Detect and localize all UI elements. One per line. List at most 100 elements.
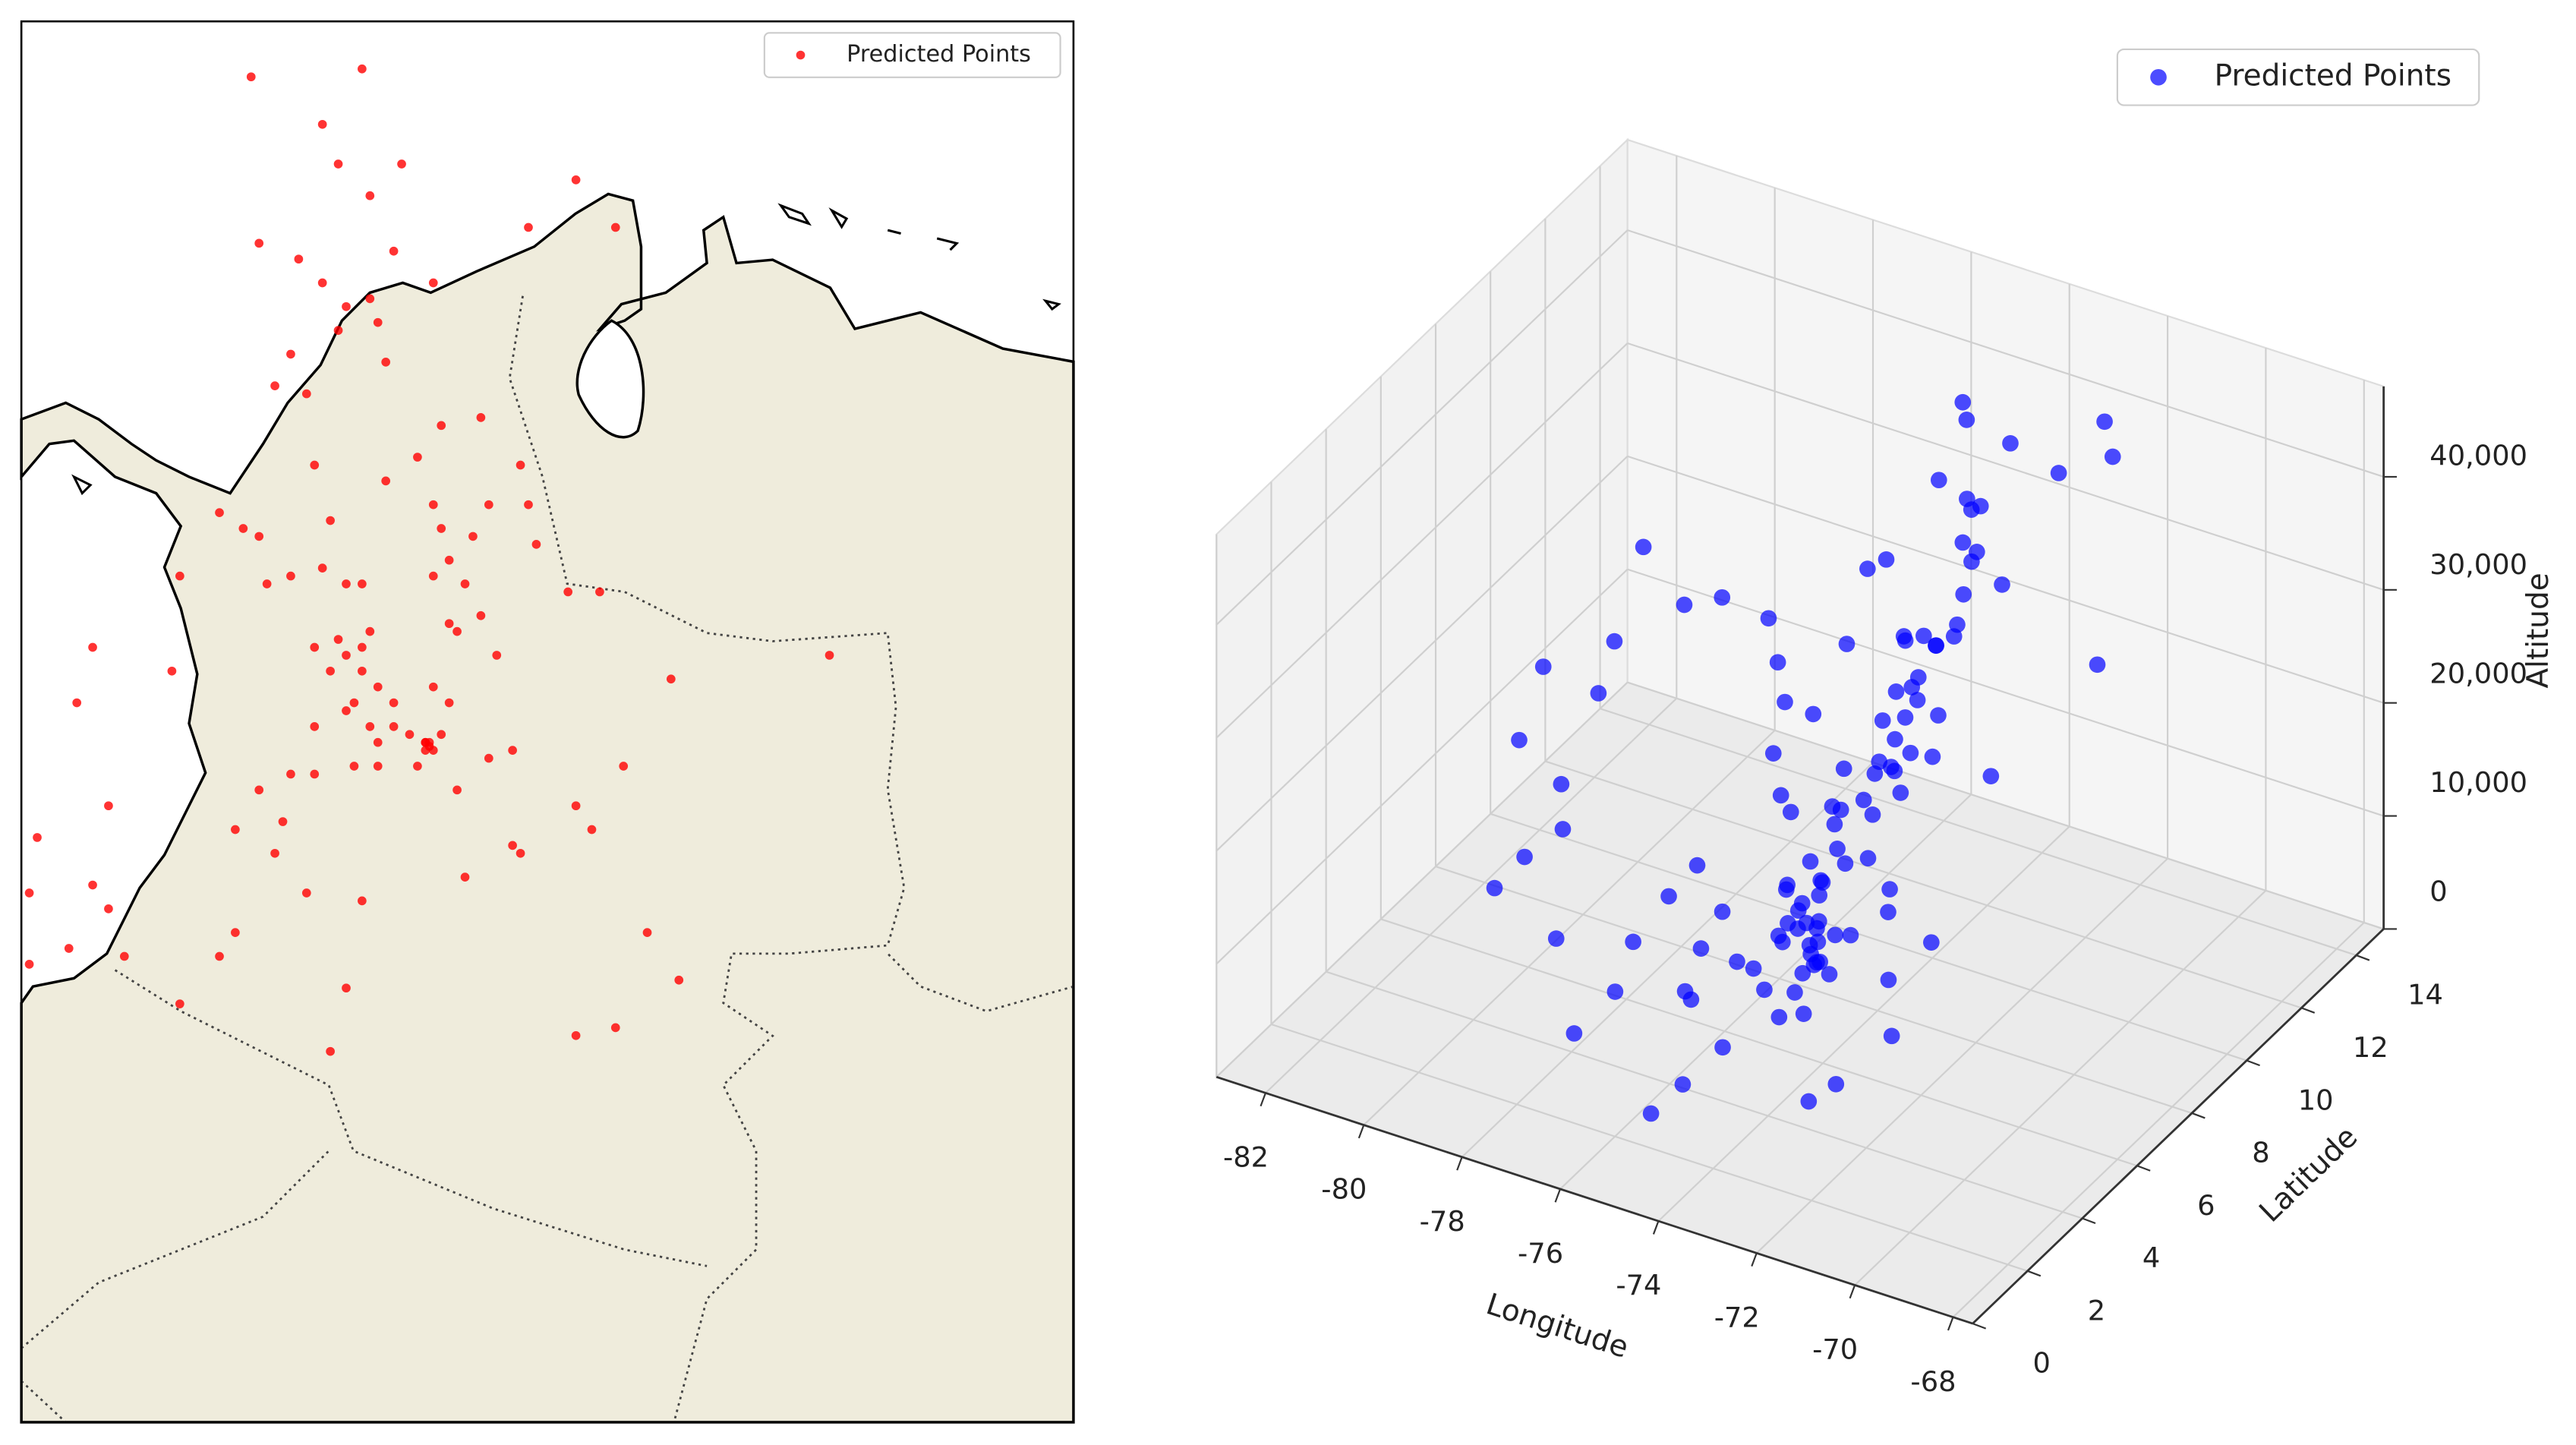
map-point — [254, 238, 264, 248]
map-point — [231, 928, 240, 937]
y-tick-label: 6 — [2197, 1189, 2215, 1222]
map-point — [389, 246, 399, 256]
point — [1554, 821, 1572, 838]
map-point — [373, 737, 383, 747]
map-point — [373, 317, 383, 327]
point — [2050, 465, 2067, 481]
point — [1930, 472, 1947, 489]
point — [1859, 850, 1877, 867]
map-point — [270, 381, 279, 390]
map-point — [524, 500, 533, 510]
map-point — [365, 626, 375, 636]
point — [1676, 596, 1693, 614]
x-tick — [1849, 1285, 1856, 1299]
map-point — [24, 960, 34, 969]
point — [1829, 841, 1846, 857]
map-point — [373, 682, 383, 692]
x-tick — [1652, 1220, 1660, 1235]
point — [1866, 765, 1884, 782]
map-point — [476, 610, 486, 620]
map-point — [119, 951, 129, 961]
y-tick — [1972, 1323, 1987, 1330]
point — [1811, 887, 1828, 904]
map-point — [301, 888, 311, 898]
y-tick-label: 10 — [2298, 1084, 2334, 1116]
point — [1800, 1093, 1818, 1110]
point — [1590, 685, 1607, 702]
z-tick-label: 0 — [2429, 875, 2447, 907]
map-point — [389, 698, 399, 708]
map-point — [476, 413, 486, 422]
map-point — [424, 737, 434, 747]
map-point — [333, 159, 343, 169]
point — [1635, 538, 1652, 556]
map-point — [389, 721, 399, 731]
map-point — [342, 706, 351, 715]
point — [1782, 803, 1799, 821]
point — [1777, 693, 1793, 711]
map-point — [413, 453, 422, 462]
map-point — [88, 880, 97, 890]
point — [1838, 636, 1856, 652]
map-point — [104, 904, 113, 913]
map-point — [246, 72, 256, 82]
map-point — [317, 563, 327, 573]
x-tick — [1947, 1317, 1954, 1331]
point — [1881, 881, 1898, 898]
map-point — [674, 975, 684, 985]
legend-box — [2116, 48, 2480, 106]
x-tick — [1456, 1156, 1463, 1171]
y-axis-line — [1972, 928, 2385, 1325]
grid-line — [1657, 825, 2070, 1222]
z-axis-label: Altitude — [2521, 573, 2556, 688]
borders — [20, 295, 1074, 1424]
map-point — [342, 651, 351, 660]
map-point — [215, 951, 224, 961]
map-point — [310, 769, 320, 779]
point — [1606, 983, 1624, 1000]
legend-box — [763, 32, 1061, 78]
point — [1902, 744, 1919, 762]
point — [1793, 894, 1811, 912]
point — [1855, 791, 1872, 809]
point — [1949, 616, 1966, 633]
map-point — [610, 1023, 620, 1033]
map-point — [342, 983, 351, 993]
point — [1909, 669, 1927, 686]
z-tick-label: 10,000 — [2429, 766, 2527, 799]
map-point — [317, 119, 327, 129]
map-point — [437, 730, 446, 740]
map-point — [508, 746, 517, 755]
z-tick-label: 20,000 — [2429, 657, 2527, 689]
map-point — [254, 532, 264, 541]
map-point — [326, 666, 335, 676]
point — [1534, 658, 1552, 675]
grid-line — [1271, 1023, 2028, 1272]
x-tick — [1260, 1093, 1267, 1107]
legend-marker — [2150, 68, 2167, 86]
point — [1769, 654, 1786, 671]
point — [1930, 707, 1947, 724]
x-tick-label: -74 — [1616, 1269, 1661, 1301]
map-point — [286, 571, 295, 581]
point — [1972, 497, 1989, 515]
map-point — [310, 642, 320, 652]
grid-line — [1215, 342, 1629, 739]
map-point — [428, 571, 438, 581]
point — [1827, 926, 1844, 944]
map-point — [381, 476, 391, 486]
point — [1832, 801, 1849, 819]
map-point — [468, 532, 478, 541]
x-tick-label: -68 — [1910, 1365, 1956, 1398]
y-tick — [2301, 1007, 2316, 1014]
grid-line — [1545, 760, 2302, 1009]
point — [1821, 966, 1838, 983]
map-point — [492, 651, 502, 660]
point — [1553, 775, 1570, 793]
map-point — [342, 301, 351, 311]
map-point — [460, 872, 470, 882]
point — [1909, 692, 1926, 708]
map-point — [310, 721, 320, 731]
map-point — [175, 571, 184, 581]
